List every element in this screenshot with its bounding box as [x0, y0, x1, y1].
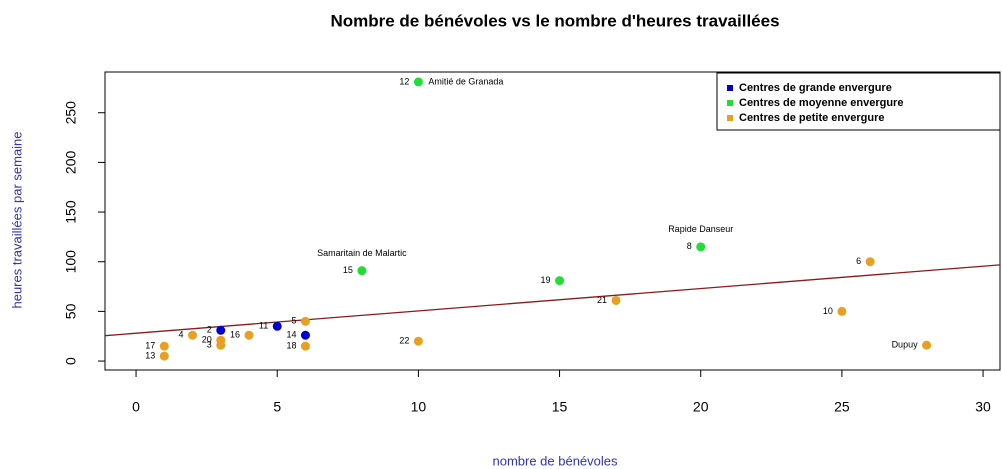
point — [159, 351, 169, 361]
point — [413, 77, 423, 87]
point-label: 19 — [541, 275, 551, 285]
x-axis-label: nombre de bénévoles — [492, 453, 618, 468]
legend-label: Centres de moyenne envergure — [739, 97, 903, 109]
legend-marker — [727, 85, 733, 91]
point-label: 15 — [343, 265, 353, 275]
point — [865, 257, 875, 267]
x-tick-label: 0 — [132, 399, 140, 415]
point — [188, 330, 198, 340]
point-label: 3 — [207, 340, 212, 350]
point — [611, 295, 621, 305]
x-tick-label: 10 — [411, 399, 427, 415]
x-tick-label: 15 — [552, 399, 568, 415]
point — [413, 336, 423, 346]
point-label: 10 — [823, 306, 833, 316]
y-tick-label: 200 — [63, 151, 79, 175]
point-label: 6 — [856, 256, 861, 266]
point-label: 18 — [286, 341, 296, 351]
point — [696, 242, 706, 252]
y-tick-label: 0 — [63, 357, 79, 365]
chart-title: Nombre de bénévoles vs le nombre d'heure… — [330, 11, 779, 30]
x-tick-label: 25 — [834, 399, 850, 415]
y-tick-label: 100 — [63, 250, 79, 274]
point-label: 14 — [286, 330, 296, 340]
point — [555, 276, 565, 286]
legend-label: Centres de petite envergure — [739, 112, 885, 124]
y-axis-label: heures travaillées par semaine — [9, 131, 24, 308]
y-tick-label: 250 — [63, 101, 79, 125]
point-label: 11 — [259, 321, 268, 331]
x-tick-label: 20 — [693, 399, 709, 415]
legend-marker — [727, 100, 733, 106]
point — [159, 341, 169, 351]
trend-line — [105, 264, 1000, 337]
point — [272, 321, 282, 331]
point — [922, 340, 932, 350]
point-label: 5 — [291, 316, 296, 326]
point — [300, 330, 310, 340]
point — [300, 341, 310, 351]
point-label: 21 — [597, 295, 607, 305]
point-label: 12 — [399, 76, 409, 86]
point-name: Samaritain de Malartic — [317, 248, 407, 258]
plot-frame — [104, 71, 1001, 371]
point — [216, 340, 226, 350]
point-label: Dupuy — [892, 340, 919, 350]
point — [244, 330, 254, 340]
point — [357, 266, 367, 276]
point-label: 22 — [399, 336, 409, 346]
point — [837, 306, 847, 316]
legend-box — [716, 72, 1001, 131]
point-label: 2 — [207, 325, 212, 335]
y-tick-label: 150 — [63, 200, 79, 224]
x-tick-label: 5 — [273, 399, 281, 415]
point-name: Amitié de Granada — [428, 76, 503, 86]
x-tick-label: 30 — [975, 399, 991, 415]
point-label: 4 — [179, 330, 184, 340]
legend-marker — [727, 115, 733, 121]
point-label: 20 — [202, 335, 212, 345]
point-label: 16 — [230, 330, 240, 340]
legend-label: Centres de grande envergure — [739, 82, 892, 94]
y-tick-label: 50 — [63, 303, 79, 319]
point — [216, 325, 226, 335]
point — [300, 316, 310, 326]
point-name: Rapide Danseur — [668, 224, 733, 234]
point-label: 8 — [687, 241, 692, 251]
point-label: 13 — [145, 350, 155, 360]
point-label: 17 — [145, 341, 155, 351]
